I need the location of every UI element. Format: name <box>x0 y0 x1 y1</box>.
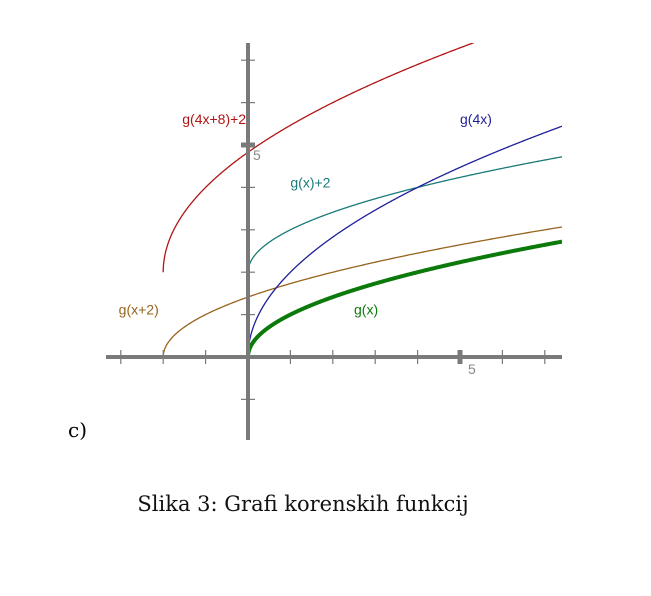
series-label-g(x): g(x) <box>354 302 378 318</box>
series-line-g(4x+8)+2 <box>162 43 475 273</box>
curves-layer <box>162 43 562 359</box>
series-label-g(x)+2: g(x)+2 <box>290 174 330 190</box>
y-major-tick-label: 5 <box>253 147 261 163</box>
series-line-g(x+2) <box>162 226 562 358</box>
series-label-g(4x+8)+2: g(4x+8)+2 <box>182 111 246 127</box>
series-line-g(4x) <box>247 125 562 358</box>
figure-caption: Slika 3: Grafi korenskih funkcij <box>137 492 469 516</box>
series-label-g(4x): g(4x) <box>460 111 492 127</box>
series-line-g(x) <box>246 239 562 359</box>
x-major-tick-label: 5 <box>468 361 476 377</box>
series-label-g(x+2): g(x+2) <box>119 302 159 318</box>
labels-layer: g(x) g(x+2) g(x)+2 g(4x) g(4x+8)+2 <box>119 111 492 318</box>
panel-label: c) <box>68 418 88 442</box>
axes-layer: 55 <box>106 43 562 440</box>
series-line-g(x)+2 <box>247 156 562 273</box>
